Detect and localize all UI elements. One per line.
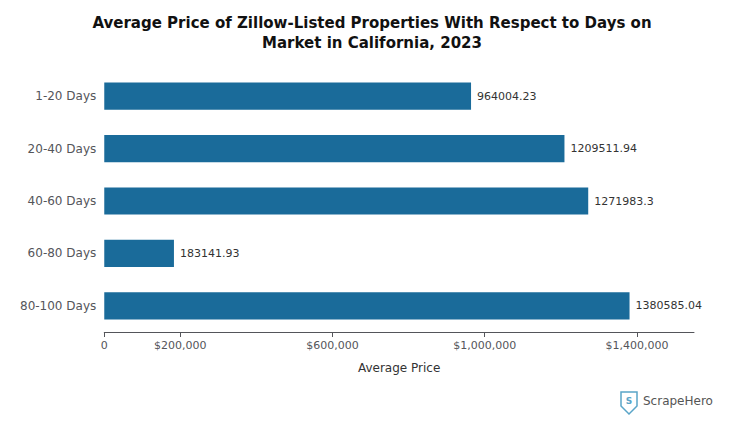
svg-text:1-20 Days: 1-20 Days xyxy=(35,89,96,103)
svg-text:1209511.94: 1209511.94 xyxy=(570,142,636,155)
svg-text:0: 0 xyxy=(101,339,108,352)
svg-text:Average Price: Average Price xyxy=(358,361,440,375)
svg-text:Market in California, 2023: Market in California, 2023 xyxy=(262,34,482,52)
svg-text:20-40 Days: 20-40 Days xyxy=(28,142,97,156)
svg-text:$600,000: $600,000 xyxy=(306,339,359,352)
svg-text:Average Price of Zillow-Listed: Average Price of Zillow-Listed Propertie… xyxy=(92,14,651,32)
svg-text:S: S xyxy=(626,396,632,406)
svg-text:40-60 Days: 40-60 Days xyxy=(28,194,97,208)
svg-text:60-80 Days: 60-80 Days xyxy=(28,246,97,260)
svg-text:$1,000,000: $1,000,000 xyxy=(453,339,516,352)
svg-text:1380585.04: 1380585.04 xyxy=(636,299,702,312)
svg-text:$200,000: $200,000 xyxy=(154,339,207,352)
svg-text:80-100 Days: 80-100 Days xyxy=(20,299,96,313)
svg-text:183141.93: 183141.93 xyxy=(180,247,240,260)
svg-text:964004.23: 964004.23 xyxy=(477,90,537,103)
svg-text:$1,400,000: $1,400,000 xyxy=(605,339,668,352)
svg-text:ScrapeHero: ScrapeHero xyxy=(643,394,713,408)
svg-text:1271983.3: 1271983.3 xyxy=(594,195,654,208)
